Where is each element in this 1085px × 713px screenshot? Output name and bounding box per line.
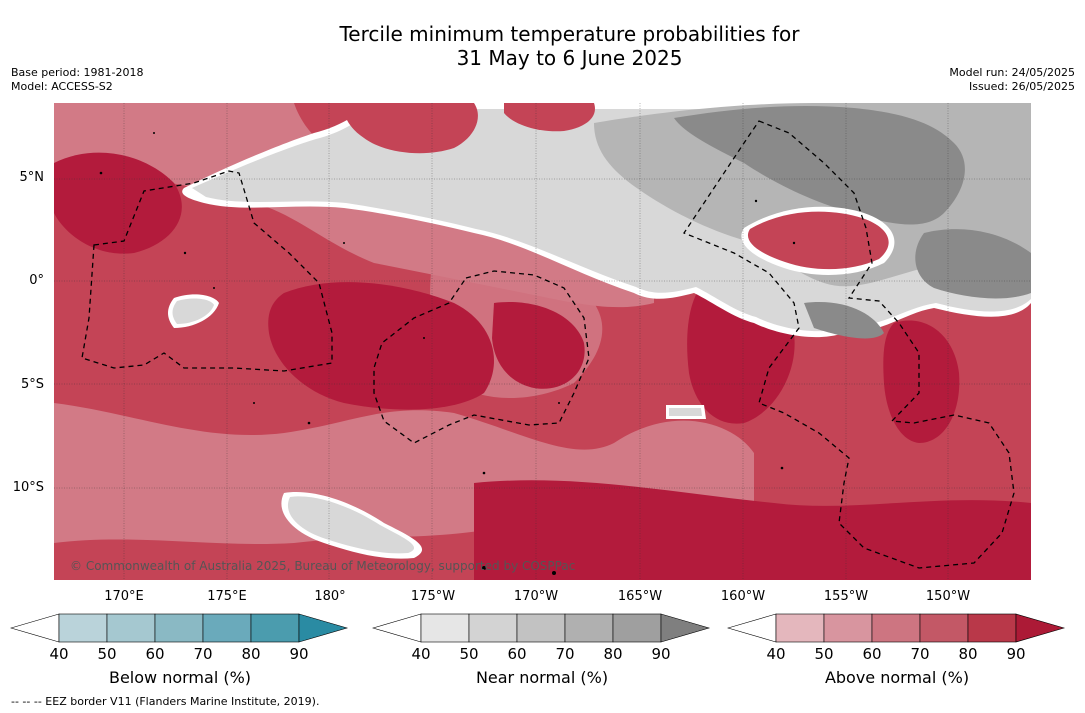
lon-label-175e: 175°E — [207, 589, 247, 604]
colorbar-over-triangle — [298, 613, 349, 643]
colorbar-near-swatches — [372, 613, 711, 643]
near-normal-dark — [674, 106, 965, 225]
model-name: Model: ACCESS-S2 — [11, 80, 113, 93]
above-patch-in-near-fill — [747, 211, 889, 270]
lon-label-170e: 170°E — [104, 589, 144, 604]
above-strong-core-4 — [883, 320, 960, 443]
meta-left: Base period: 1981-2018 Model: ACCESS-S2 — [11, 66, 143, 94]
colorbar-tick: 50 — [97, 645, 117, 663]
colorbar-tick: 70 — [555, 645, 575, 663]
map-title: Tercile minimum temperature probabilitie… — [0, 22, 1085, 70]
base-period: Base period: 1981-2018 — [11, 66, 144, 79]
model-run: Model run: 24/05/2025 — [949, 66, 1075, 79]
lon-label-155w: 155°W — [823, 589, 869, 604]
colorbar-tick: 40 — [411, 645, 431, 663]
colorbar-under-triangle — [10, 613, 60, 643]
colorbar-swatch — [871, 613, 921, 643]
colorbar-above-normal: 40 50 60 70 80 90 Above normal (%) — [727, 612, 1067, 687]
near-normal-island-c-fill — [669, 408, 702, 416]
eez-kiribati-gilbert — [81, 170, 333, 372]
lat-label-10s: 10°S — [12, 480, 44, 495]
meta-right: Model run: 24/05/2025 Issued: 26/05/2025 — [949, 66, 1075, 94]
colorbar-tick: 40 — [49, 645, 69, 663]
above-strong-core-6 — [54, 152, 182, 254]
above-patch-top-right — [504, 103, 595, 132]
colorbar-swatch — [250, 613, 300, 643]
eez-line-islands — [683, 120, 1015, 569]
colorbar-tick: 80 — [603, 645, 623, 663]
above-strong-core-2 — [492, 302, 585, 389]
colorbar-tick: 80 — [241, 645, 261, 663]
probability-map[interactable] — [54, 103, 1031, 580]
lon-label-150w: 150°W — [925, 589, 971, 604]
colorbar-tick: 90 — [289, 645, 309, 663]
title-line-2: 31 May to 6 June 2025 — [456, 46, 683, 70]
near-normal-dark-3 — [804, 302, 884, 339]
colorbar-swatch — [468, 613, 518, 643]
colorbar-tick: 60 — [862, 645, 882, 663]
colorbar-swatch — [106, 613, 156, 643]
colorbar-swatch — [516, 613, 566, 643]
eez-borders — [81, 120, 1015, 569]
colorbar-swatch — [420, 613, 470, 643]
colorbar-tick: 80 — [958, 645, 978, 663]
graticule — [54, 103, 1031, 580]
above-patch-top — [343, 103, 478, 154]
islands — [99, 132, 796, 575]
colorbar-tick: 60 — [507, 645, 527, 663]
colorbar-swatch — [612, 613, 662, 643]
lon-label-165w: 165°W — [617, 589, 663, 604]
colorbar-swatch — [202, 613, 252, 643]
colorbar-under-triangle — [372, 613, 422, 643]
colorbar-swatch — [775, 613, 825, 643]
map-canvas — [54, 103, 1031, 580]
colorbar-swatch — [564, 613, 614, 643]
colorbar-over-triangle — [660, 613, 711, 643]
above-strong-core-5 — [474, 480, 1031, 580]
eez-footnote: -- -- -- EEZ border V11 (Flanders Marine… — [11, 695, 320, 708]
lat-label-5n: 5°N — [19, 170, 45, 185]
colorbar-tick: 50 — [459, 645, 479, 663]
near-normal-island-sw-fill — [287, 496, 415, 554]
eez-tuvalu-phoenix — [373, 270, 590, 444]
lat-label-5s: 5°S — [20, 377, 44, 392]
lon-label-180: 180° — [314, 589, 346, 604]
colorbar-tick: 90 — [1006, 645, 1026, 663]
colorbar-tick: 40 — [766, 645, 786, 663]
colorbar-swatch — [154, 613, 204, 643]
near-normal-island-w-fill — [172, 298, 214, 324]
colorbar-near-normal: 40 50 60 70 80 90 Near normal (%) — [372, 612, 712, 687]
title-line-1: Tercile minimum temperature probabilitie… — [339, 22, 800, 46]
colorbar-tick: 60 — [145, 645, 165, 663]
colorbar-swatch — [823, 613, 873, 643]
colorbar-swatch — [919, 613, 969, 643]
lon-label-175w: 175°W — [410, 589, 456, 604]
colorbar-over-triangle — [1015, 613, 1066, 643]
lon-label-170w: 170°W — [513, 589, 559, 604]
colorbar-tick: 70 — [910, 645, 930, 663]
copyright-credit: © Commonwealth of Australia 2025, Bureau… — [70, 559, 576, 573]
colorbar-swatch — [967, 613, 1017, 643]
colorbar-under-triangle — [727, 613, 777, 643]
colorbar-title-near: Near normal (%) — [475, 668, 609, 687]
colorbar-below-swatches — [10, 613, 349, 643]
colorbar-swatch — [58, 613, 108, 643]
lon-label-160w: 160°W — [720, 589, 766, 604]
colorbar-above-swatches — [727, 613, 1066, 643]
colorbar-tick: 90 — [651, 645, 671, 663]
colorbar-tick: 70 — [193, 645, 213, 663]
colorbar-below-normal: 40 50 60 70 80 90 Below normal (%) — [10, 612, 350, 687]
issued-date: Issued: 26/05/2025 — [968, 80, 1075, 93]
colorbar-title-above: Above normal (%) — [824, 668, 970, 687]
colorbar-title-below: Below normal (%) — [108, 668, 252, 687]
colorbar-tick: 50 — [814, 645, 834, 663]
lat-label-0: 0° — [29, 273, 44, 288]
